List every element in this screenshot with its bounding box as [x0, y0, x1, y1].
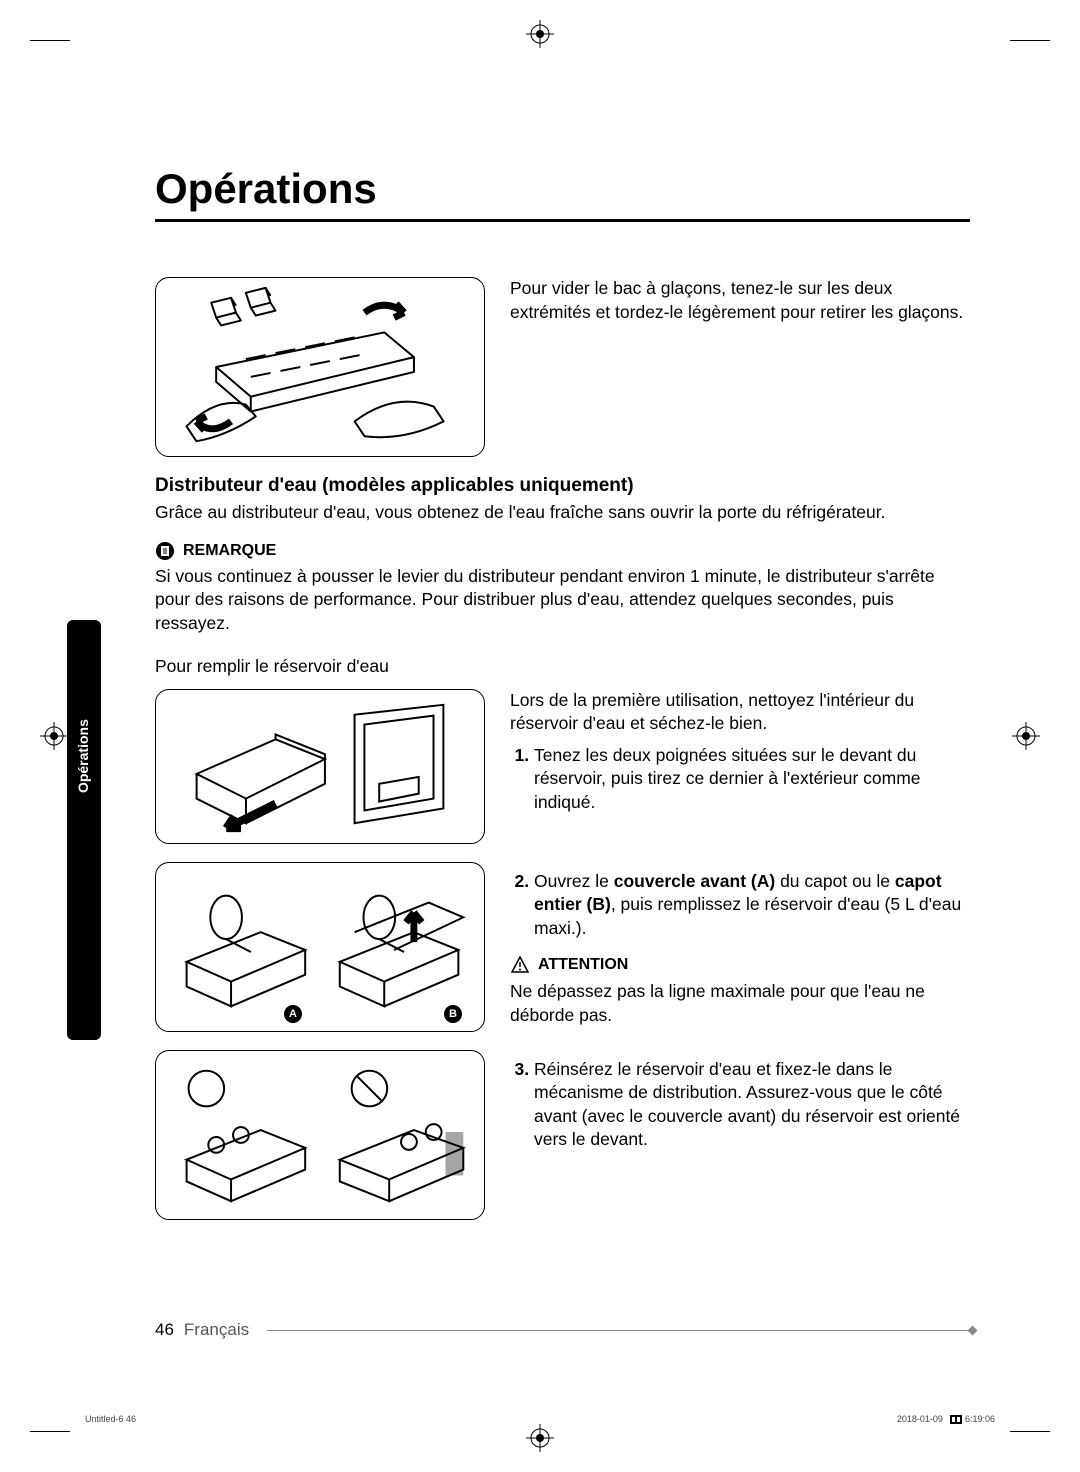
step3-illustration [156, 1051, 484, 1219]
section-tab-label: Opérations [75, 719, 91, 793]
step2-bold-a: couvercle avant (A) [614, 871, 775, 891]
step2-prefix: Ouvrez le [534, 871, 614, 891]
print-job-icon [950, 1415, 962, 1424]
fill-heading: Pour remplir le réservoir d'eau [155, 656, 970, 677]
warning-icon [510, 955, 530, 975]
page-body: Opérations Opérations [85, 40, 995, 1432]
figure-label-b: B [444, 1005, 462, 1023]
page-number: 46 [155, 1320, 174, 1340]
figure-step3 [155, 1050, 485, 1220]
note-label: REMARQUE [183, 542, 276, 560]
step1-intro: Lors de la première utilisation, nettoye… [510, 689, 970, 736]
content-area: Pour vider le bac à glaçons, tenez-le su… [155, 277, 970, 1220]
step2-row: A B Ouvrez le couvercle avant (A) du cap… [155, 862, 970, 1032]
print-meta-left: Untitled-6 46 [85, 1414, 136, 1424]
step2-item: Ouvrez le couvercle avant (A) du capot o… [534, 870, 970, 941]
step2-mid: du capot ou le [775, 871, 895, 891]
note-icon [155, 541, 175, 561]
dispenser-intro: Grâce au distributeur d'eau, vous obtene… [155, 501, 970, 525]
figure-ice-tray [155, 277, 485, 457]
note-text: Si vous continuez à pousser le levier du… [155, 565, 970, 636]
registration-mark-icon [1012, 722, 1040, 750]
attention-text: Ne dépassez pas la ligne maximale pour q… [510, 980, 970, 1027]
step3-item: Réinsérez le réservoir d'eau et fixez-le… [534, 1058, 970, 1153]
crop-mark [30, 1431, 70, 1432]
crop-mark [30, 40, 70, 41]
page-title: Opérations [155, 165, 970, 222]
dispenser-heading: Distributeur d'eau (modèles applicables … [155, 475, 970, 497]
step2-illustration [156, 863, 484, 1031]
figure-label-a: A [284, 1005, 302, 1023]
crop-mark [1010, 1431, 1050, 1432]
step1-row: Lors de la première utilisation, nettoye… [155, 689, 970, 844]
footer-language: Français [184, 1320, 249, 1340]
print-date: 2018-01-09 [897, 1414, 943, 1424]
ice-tray-row: Pour vider le bac à glaçons, tenez-le su… [155, 277, 970, 457]
page-footer: 46 Français [155, 1320, 970, 1340]
step3-row: Réinsérez le réservoir d'eau et fixez-le… [155, 1050, 970, 1220]
figure-step1 [155, 689, 485, 844]
step3-text: Réinsérez le réservoir d'eau et fixez-le… [510, 1050, 970, 1220]
ice-tray-illustration [156, 278, 484, 456]
note-block: REMARQUE [155, 541, 970, 561]
section-tab: Opérations [67, 620, 101, 1040]
registration-mark-icon [40, 722, 68, 750]
print-time: 6:19:06 [965, 1414, 995, 1424]
crop-mark [1010, 40, 1050, 41]
attention-label: ATTENTION [538, 954, 628, 976]
step1-illustration [156, 690, 484, 843]
footer-rule [267, 1330, 970, 1331]
print-meta-right: 2018-01-09 6:19:06 [897, 1414, 995, 1424]
ice-tray-text: Pour vider le bac à glaçons, tenez-le su… [510, 277, 970, 457]
step2-text: Ouvrez le couvercle avant (A) du capot o… [510, 862, 970, 1032]
figure-step2: A B [155, 862, 485, 1032]
attention-block: ATTENTION [510, 954, 970, 976]
step1-item: Tenez les deux poignées situées sur le d… [534, 744, 970, 815]
step1-text: Lors de la première utilisation, nettoye… [510, 689, 970, 844]
